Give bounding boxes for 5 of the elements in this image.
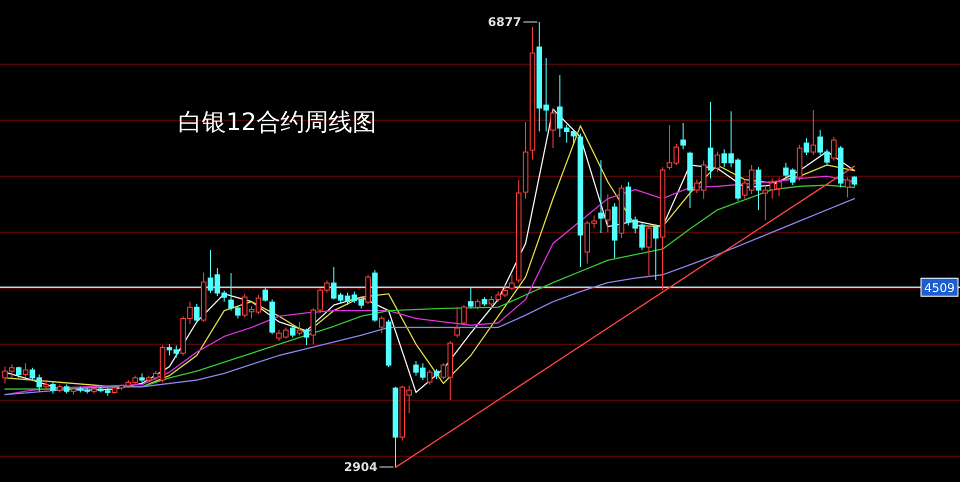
- annotation: 6877: [488, 15, 522, 29]
- annotation: 2904: [344, 460, 378, 474]
- ref-label: 4509: [920, 278, 958, 297]
- text: 白银12合约周线图: [178, 108, 377, 136]
- ref-line-label: 4509: [924, 281, 955, 296]
